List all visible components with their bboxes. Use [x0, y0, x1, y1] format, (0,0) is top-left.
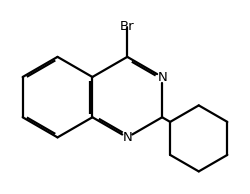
Text: N: N	[157, 70, 167, 83]
Text: Br: Br	[120, 20, 134, 33]
Text: N: N	[122, 131, 132, 144]
